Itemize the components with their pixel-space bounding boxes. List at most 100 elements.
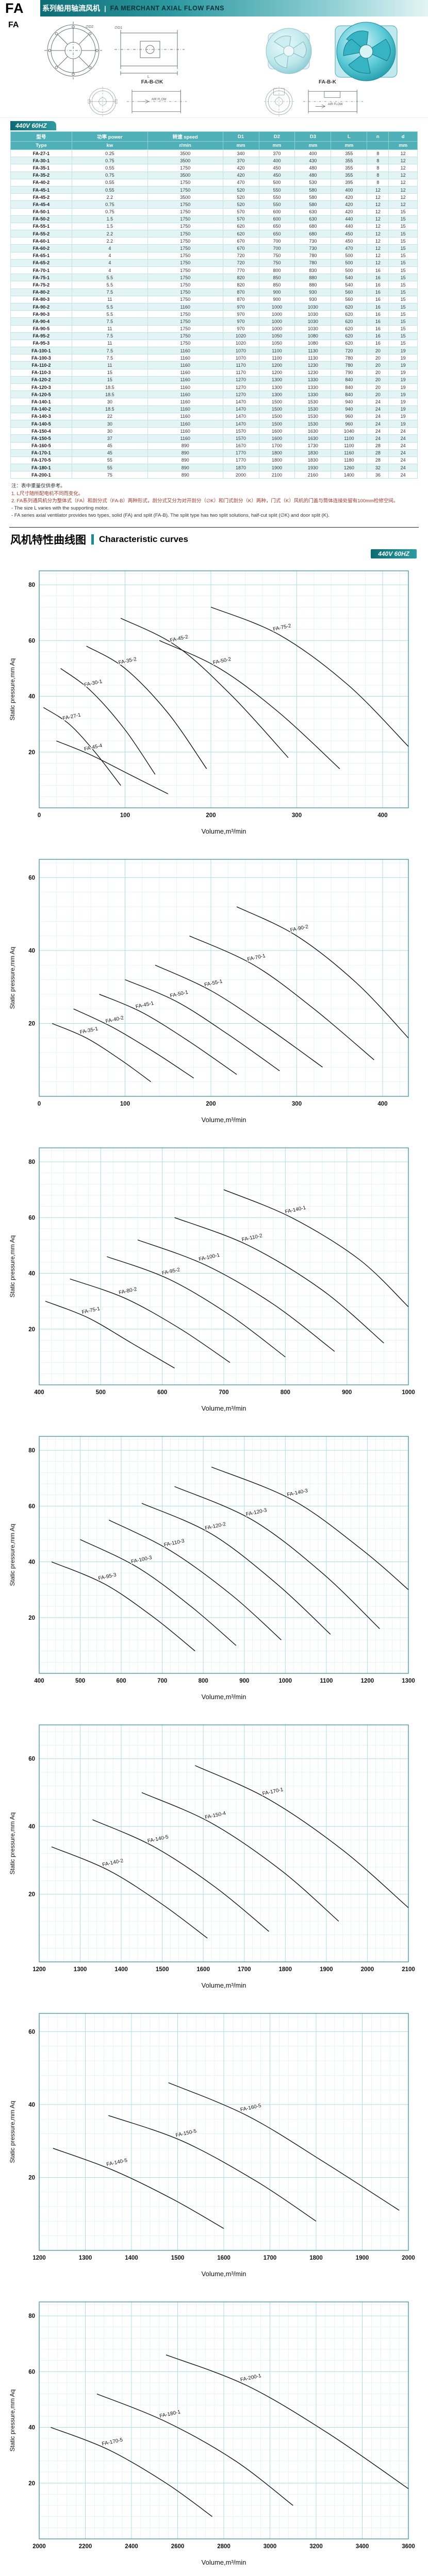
table-cell: 15 — [388, 266, 418, 275]
table-cell: 1180 — [331, 456, 368, 465]
table-cell: 450 — [331, 237, 368, 245]
table-cell: 1470 — [222, 405, 259, 413]
table-cell: 15 — [388, 281, 418, 289]
table-cell: 570 — [222, 215, 259, 223]
table-cell: 580 — [294, 193, 332, 201]
table-cell: FA-140-5 — [10, 419, 72, 428]
y-tick-label: 80 — [28, 582, 35, 588]
x-tick-label: 1900 — [356, 2255, 369, 2261]
table-cell: 420 — [222, 164, 259, 172]
table-cell: 700 — [258, 244, 295, 252]
table-cell: 1750 — [147, 310, 223, 318]
table-cell: 15 — [388, 259, 418, 267]
table-cell: 1270 — [222, 383, 259, 392]
table-cell: 650 — [258, 230, 295, 238]
characteristic-curve-chart: 2000 2200 2400 2600 2800 3000 3200 3400 3600 20 40… — [7, 2294, 421, 2572]
table-cell: 1000 — [258, 317, 295, 326]
table-cell: 12 — [388, 193, 418, 201]
table-cell: 1080 — [294, 332, 332, 340]
x-tick-label: 2000 — [402, 2255, 415, 2261]
table-cell: 500 — [258, 178, 295, 187]
table-cell: FA-60-1 — [10, 237, 72, 245]
page-title-cn: 系列船用轴流风机 — [42, 4, 100, 12]
table-cell: 15 — [388, 288, 418, 296]
table-cell: 1160 — [147, 427, 223, 435]
x-axis-label: Volume,m³/min — [202, 2270, 246, 2278]
x-tick-label: 1300 — [74, 1967, 87, 1973]
table-cell: 1050 — [258, 339, 295, 348]
table-cell: 730 — [294, 237, 332, 245]
table-cell: 24 — [388, 464, 418, 472]
table-row: FA-60-2 4 1750 670 700 730 470 12 15 — [10, 244, 418, 252]
table-cell: 1930 — [294, 464, 332, 472]
column-header: L — [331, 131, 368, 142]
y-tick-label: 80 — [28, 1448, 35, 1454]
table-row: FA-95-2 7.5 1750 1020 1050 1080 620 16 15 — [10, 332, 418, 340]
table-cell: 820 — [222, 281, 259, 289]
table-cell: 680 — [294, 222, 332, 231]
table-cell: 12 — [367, 222, 389, 231]
table-cell: FA-120-3 — [10, 383, 72, 392]
table-cell: 28 — [367, 456, 389, 465]
curve-FA-100-3 — [80, 1539, 237, 1646]
table-cell: 1040 — [331, 427, 368, 435]
table-cell: 24 — [388, 442, 418, 450]
chart-svg: 0 100 200 300 400 20 40 60 80 FA-27-1 FA-30-1 FA-35… — [9, 570, 409, 835]
table-cell: FA-170-5 — [10, 456, 72, 465]
x-tick-label: 1400 — [114, 1967, 128, 1973]
fan-product-render — [237, 19, 418, 84]
table-cell: FA-65-1 — [10, 251, 72, 260]
table-cell: 19 — [388, 376, 418, 384]
y-axis-label: Static pressure,mm Aq — [9, 946, 16, 1009]
curve-label: FA-150-4 — [204, 1810, 226, 1820]
table-cell: FA-90-4 — [10, 317, 72, 326]
curve-FA-180-1 — [96, 2393, 293, 2506]
table-cell: FA-160-5 — [10, 442, 72, 450]
curve-label: FA-70-1 — [247, 953, 267, 962]
table-cell: 870 — [222, 288, 259, 296]
table-cell: 960 — [331, 412, 368, 420]
table-cell: 470 — [331, 244, 368, 252]
table-cell: 880 — [294, 281, 332, 289]
header-strip: 系列船用轴流风机 | FA MERCHANT AXIAL FLOW FANS — [40, 0, 428, 16]
curve-FA-75-1 — [45, 1300, 175, 1368]
table-cell: 620 — [331, 339, 368, 348]
table-cell: 1750 — [147, 251, 223, 260]
y-tick-label: 40 — [28, 1270, 35, 1277]
table-row: FA-180-1 55 890 1870 1900 1930 1260 32 24 — [10, 464, 418, 472]
table-cell: 1750 — [147, 274, 223, 282]
table-cell: 2.2 — [71, 237, 148, 245]
table-cell: 470 — [222, 178, 259, 187]
title-separator-bar — [91, 534, 94, 545]
table-cell: 15 — [388, 244, 418, 252]
y-tick-label: 20 — [28, 2480, 35, 2486]
table-cell: 720 — [222, 259, 259, 267]
table-cell: FA-90-5 — [10, 325, 72, 333]
y-tick-label: 20 — [28, 1326, 35, 1332]
table-cell: FA-75-1 — [10, 274, 72, 282]
y-tick-label: 60 — [28, 1503, 35, 1510]
curve-label: FA-35-1 — [79, 1026, 99, 1035]
table-cell: 770 — [222, 266, 259, 275]
curve-FA-140-2 — [51, 1846, 208, 1939]
y-tick-label: 40 — [28, 2102, 35, 2108]
table-cell: 45 — [71, 442, 148, 450]
table-cell: 1080 — [294, 339, 332, 348]
table-cell: 15 — [388, 332, 418, 340]
table-cell: 1030 — [294, 325, 332, 333]
x-tick-label: 100 — [120, 1101, 130, 1107]
y-tick-label: 60 — [28, 638, 35, 644]
y-tick-label: 60 — [28, 2369, 35, 2375]
table-cell: 16 — [367, 288, 389, 296]
curve-label: FA-75-2 — [273, 623, 292, 632]
table-cell: FA-180-1 — [10, 464, 72, 472]
table-cell: 18.5 — [71, 391, 148, 399]
curve-FA-150-4 — [141, 1792, 339, 1922]
table-cell: FA-35-2 — [10, 171, 72, 179]
table-cell: 1730 — [294, 442, 332, 450]
table-cell: 19 — [388, 412, 418, 420]
table-row: FA-140-5 30 1160 1470 1500 1530 960 24 19 — [10, 419, 418, 428]
curve-FA-140-5 — [53, 2147, 224, 2229]
table-cell: 1750 — [147, 222, 223, 231]
table-cell: 620 — [331, 302, 368, 311]
